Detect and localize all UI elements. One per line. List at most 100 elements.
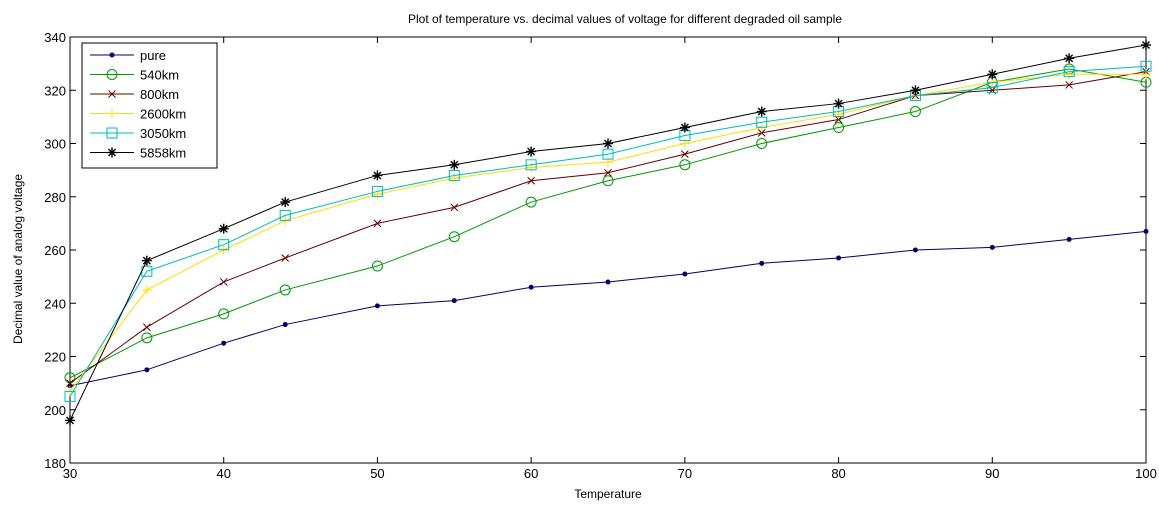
data-point-pure [282,322,288,328]
series-line-3050km [69,65,1147,397]
legend-label: 3050km [140,126,186,141]
data-point-2600km [1064,69,1075,80]
data-point-pure [759,260,765,266]
legend-label: pure [140,48,166,63]
data-point-800km [373,219,382,228]
legend-marker [106,127,118,139]
x-tick-label: 50 [370,466,384,481]
data-point-5858km [987,69,998,80]
data-point-800km [66,379,74,387]
data-point-3050km [218,239,230,251]
data-point-5858km [526,146,537,157]
y-tick-label: 300 [44,137,66,152]
data-point-5858km [280,197,291,208]
data-point-pure [528,284,534,290]
data-point-3050km [279,209,291,221]
data-point-pure [836,255,842,261]
legend-label: 2600km [140,107,186,122]
x-tick-label: 100 [1135,466,1157,481]
data-point-540km [679,159,691,171]
data-point-540km [371,260,383,272]
data-point-3050km [602,148,614,160]
data-point-pure [144,367,150,373]
data-point-3050km [525,159,537,171]
data-point-5858km [833,98,844,109]
x-tick-label: 80 [831,466,845,481]
data-point-pure [374,303,380,309]
legend-marker [108,90,116,98]
data-point-540km [909,106,921,118]
data-point-5858km [679,122,690,133]
legend-marker [106,69,118,80]
x-tick-label: 30 [63,466,77,481]
data-point-3050km [64,390,76,402]
y-tick-label: 260 [44,243,66,258]
y-tick-label: 340 [44,30,66,45]
y-tick-label: 200 [44,403,66,418]
data-point-5858km [141,255,152,266]
data-point-2600km [526,162,537,173]
data-point-800km [1065,81,1073,89]
data-point-5858km [65,415,75,426]
data-point-800km [281,254,290,262]
data-point-3050km [986,82,998,94]
data-point-800km [219,278,228,286]
data-point-pure [682,271,688,277]
y-tick-label: 220 [44,350,66,365]
data-point-5858km [1141,39,1151,50]
data-point-800km [681,150,689,159]
data-point-5858km [218,223,229,234]
data-point-pure [451,298,457,304]
data-point-540km [141,332,153,344]
data-point-pure [1066,236,1072,242]
data-point-3050km [1063,66,1075,78]
data-point-2600km [372,189,383,200]
legend-label: 800km [140,87,179,102]
data-point-540km [756,138,768,149]
data-point-pure [912,247,918,253]
x-axis-label: Temperature [574,487,642,501]
data-point-540km [525,196,537,208]
data-point-540km [833,122,845,134]
chart-title: Plot of temperature vs. decimal values o… [408,12,842,26]
x-tick-label: 60 [524,466,538,481]
data-point-3050km [371,185,383,197]
data-point-800km [450,203,459,212]
x-tick-label: 40 [216,466,230,481]
data-point-540km [448,231,460,243]
data-point-3050km [448,169,460,181]
data-point-800km [834,115,843,124]
y-axis-label: Decimal value of analog voltage [11,174,25,344]
data-point-5858km [449,159,460,170]
x-tick-label: 90 [985,466,999,481]
legend-marker [107,147,117,158]
data-point-540km [218,308,230,320]
data-point-pure [221,340,227,346]
data-point-3050km [1140,60,1152,72]
y-tick-label: 240 [44,296,66,311]
data-point-800km [757,128,766,137]
data-point-540km [602,175,614,187]
data-point-540km [279,284,291,296]
x-tick-label: 70 [678,466,692,481]
legend-marker [107,108,117,119]
legend-marker [109,52,115,58]
data-point-3050km [756,116,768,128]
y-tick-label: 180 [44,456,66,471]
data-point-pure [989,244,995,250]
data-point-5858km [372,170,383,181]
data-point-pure [1143,228,1149,234]
y-tick-label: 280 [44,190,66,205]
legend-label: 5858km [140,146,186,161]
y-tick-label: 320 [44,83,66,98]
legend-box [81,42,218,169]
data-point-2600km [141,284,152,295]
data-point-5858km [756,106,767,117]
data-point-5858km [1064,53,1075,64]
data-point-5858km [603,138,613,149]
data-point-800km [604,168,612,177]
legend-label: 540km [140,68,179,83]
data-point-800km [143,323,151,332]
